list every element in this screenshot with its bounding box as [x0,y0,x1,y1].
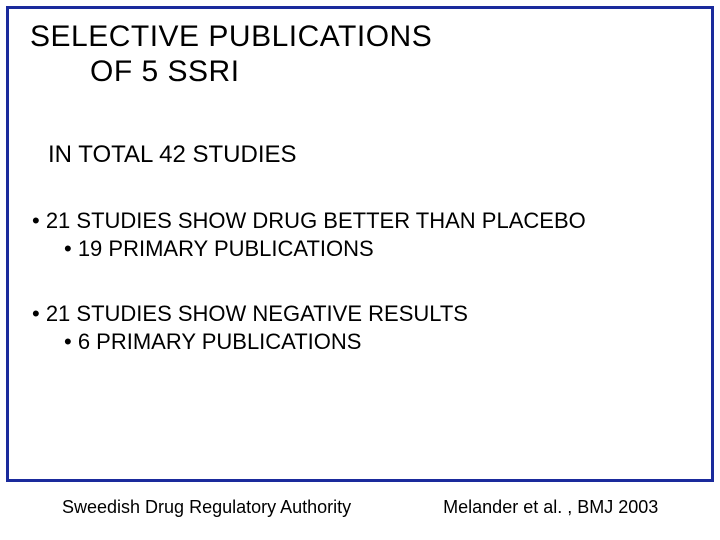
bullet-block-2: • 21 STUDIES SHOW NEGATIVE RESULTS • 6 P… [32,300,696,355]
footer-source: Sweedish Drug Regulatory Authority [62,497,351,518]
title-line-2: OF 5 SSRI [90,55,696,90]
title-line-1: SELECTIVE PUBLICATIONS [30,20,696,55]
bullet-block-1: • 21 STUDIES SHOW DRUG BETTER THAN PLACE… [32,207,696,262]
slide-subtitle: IN TOTAL 42 STUDIES [48,141,696,169]
bullet-1-line-2: • 19 PRIMARY PUBLICATIONS [64,235,696,263]
bullet-2-line-1: • 21 STUDIES SHOW NEGATIVE RESULTS [32,300,696,328]
slide-title: SELECTIVE PUBLICATIONS OF 5 SSRI [30,20,696,89]
bullet-2-line-2: • 6 PRIMARY PUBLICATIONS [64,328,696,356]
slide-footer: Sweedish Drug Regulatory Authority Melan… [0,497,720,518]
footer-citation: Melander et al. , BMJ 2003 [443,497,658,518]
bullet-1-line-1: • 21 STUDIES SHOW DRUG BETTER THAN PLACE… [32,207,696,235]
slide-content: SELECTIVE PUBLICATIONS OF 5 SSRI IN TOTA… [6,6,714,534]
